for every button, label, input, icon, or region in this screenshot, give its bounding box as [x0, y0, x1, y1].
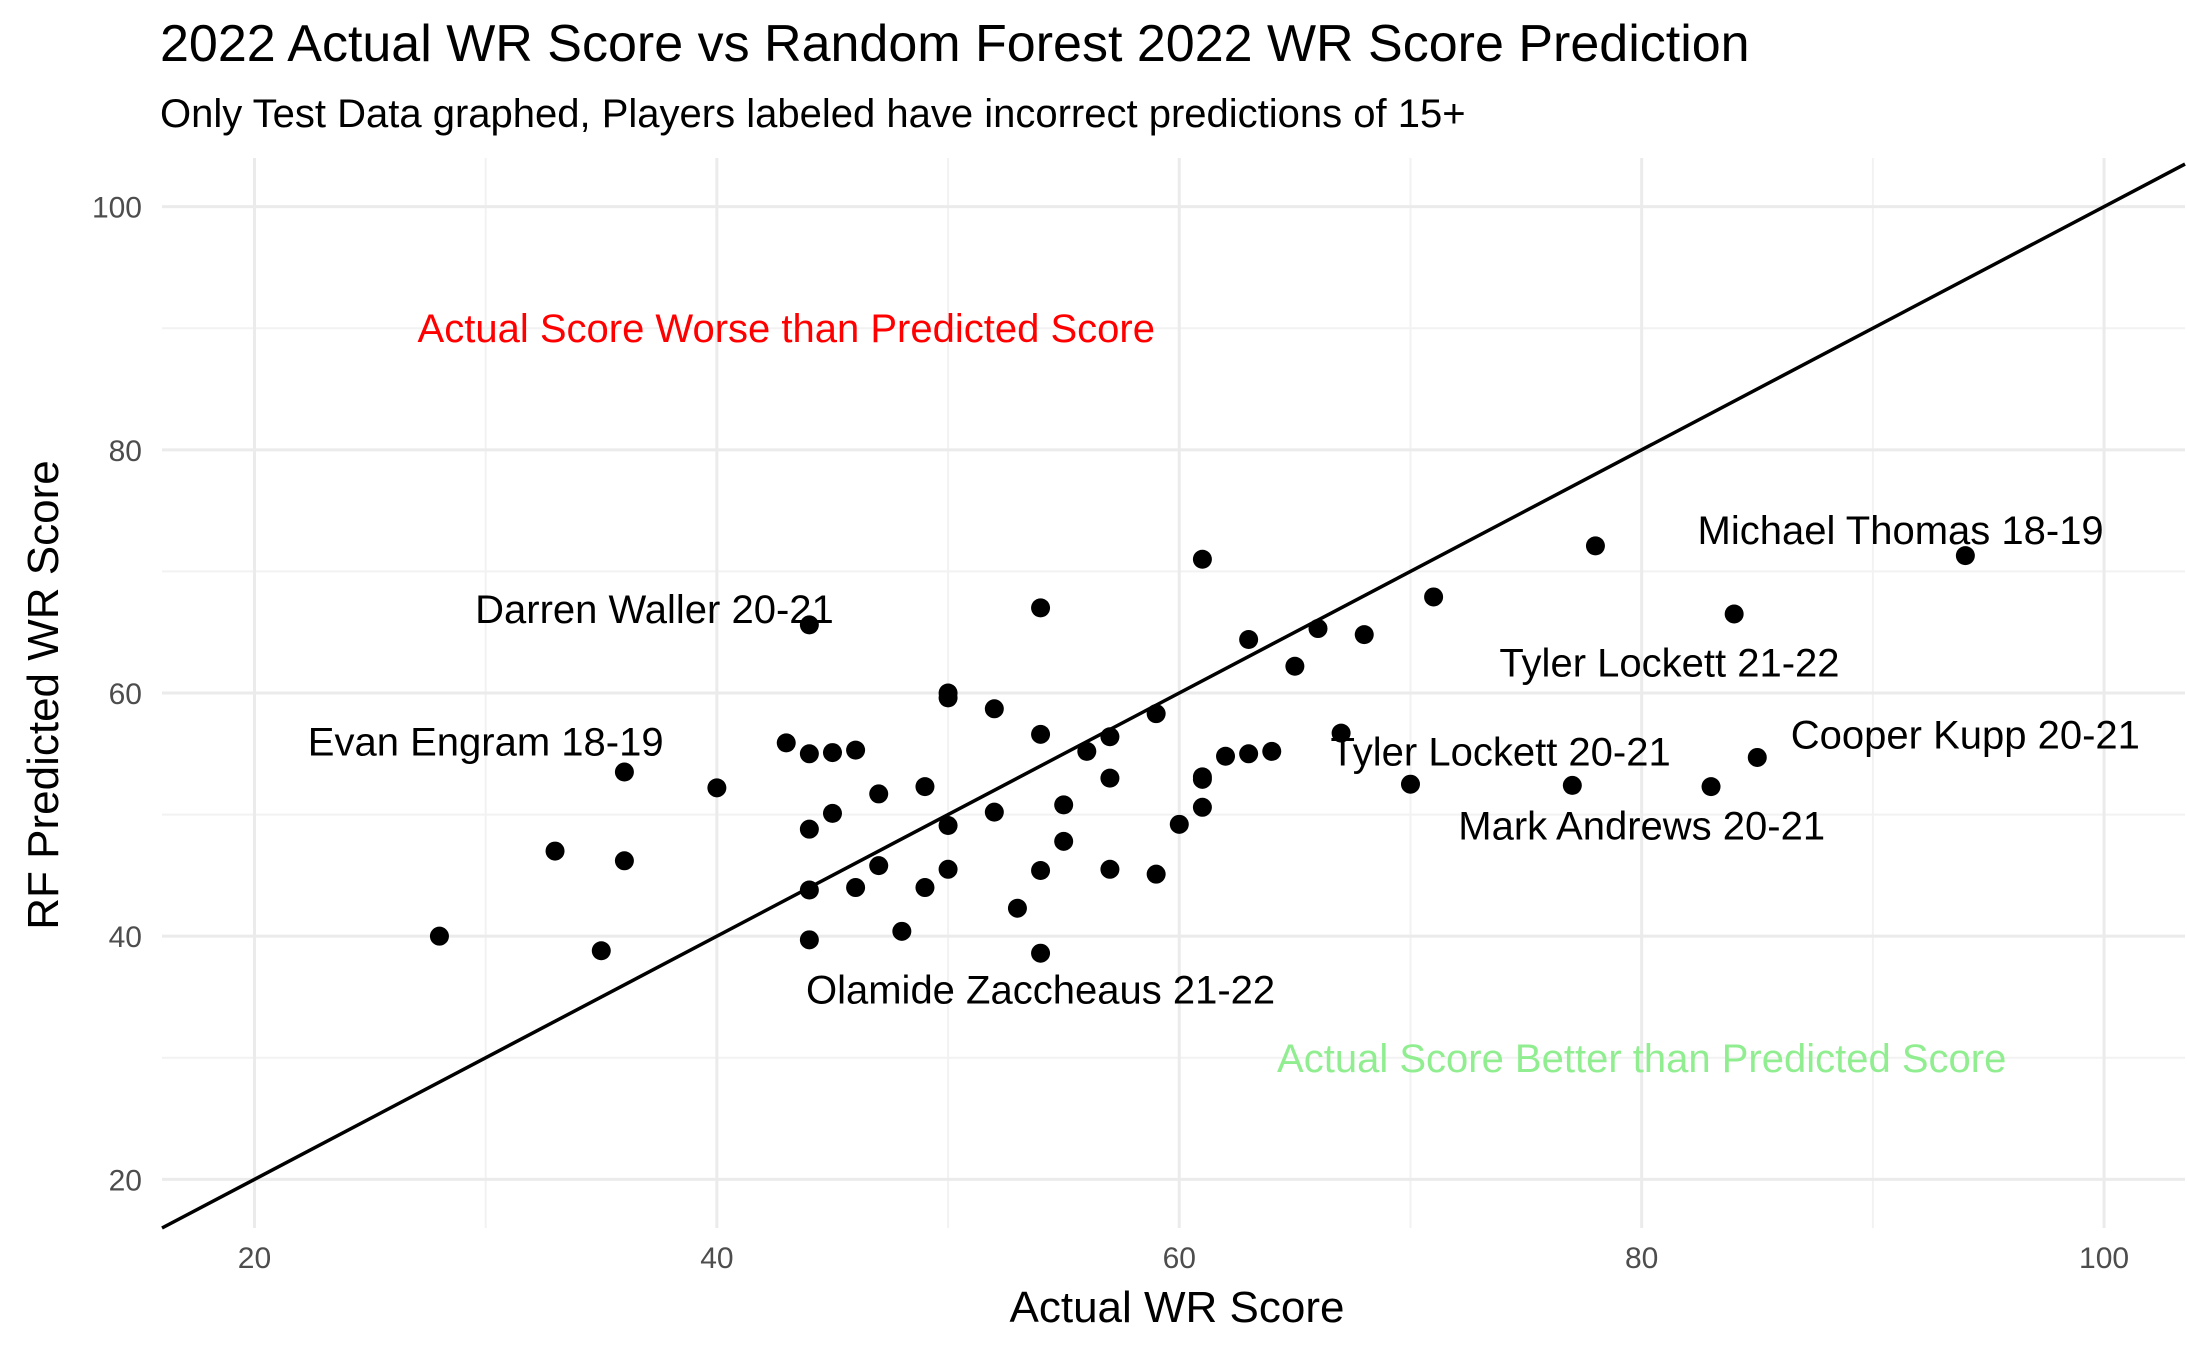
data-point	[1562, 775, 1582, 795]
reference-line	[161, 162, 2186, 1230]
y-tick-label: 100	[92, 192, 142, 225]
x-tick-label: 100	[2079, 1242, 2129, 1275]
data-point	[1100, 727, 1120, 747]
data-point	[869, 856, 889, 876]
data-point	[1146, 864, 1166, 884]
data-point	[869, 784, 889, 804]
point-labels: Michael Thomas 18-19 Tyler Lockett 21-22 D…	[308, 509, 2140, 1013]
data-points	[429, 536, 1975, 963]
data-point	[799, 819, 819, 839]
annotations: Actual Score Worse than Predicted Score A…	[418, 307, 2007, 1081]
data-point	[938, 688, 958, 708]
data-point	[892, 921, 912, 941]
point-label: Tyler Lockett 20-21	[1331, 730, 1671, 774]
data-point	[1169, 814, 1189, 834]
data-point	[1007, 898, 1027, 918]
point-label: Michael Thomas 18-19	[1698, 509, 2104, 553]
data-point	[1031, 724, 1051, 744]
data-point	[799, 880, 819, 900]
point-label: Evan Engram 18-19	[308, 721, 664, 765]
data-point	[915, 878, 935, 898]
data-point	[846, 878, 866, 898]
data-point	[1331, 723, 1351, 743]
data-point	[1100, 768, 1120, 788]
data-point	[1239, 630, 1259, 649]
point-label: Tyler Lockett 21-22	[1499, 642, 1839, 686]
data-point	[1747, 747, 1767, 767]
x-tick-label: 80	[1625, 1242, 1658, 1275]
data-point	[1701, 777, 1721, 797]
data-point	[1308, 619, 1328, 639]
y-tick-label: 40	[109, 921, 142, 954]
point-label: Darren Waller 20-21	[475, 588, 834, 632]
x-tick-label: 60	[1163, 1242, 1196, 1275]
quadrant-annotation: Actual Score Worse than Predicted Score	[418, 307, 1155, 351]
data-point	[1424, 587, 1444, 607]
y-axis-label: RF Predicted WR Score	[19, 460, 68, 929]
data-point	[1585, 536, 1605, 556]
x-tick-labels: 20 40 60 80 100	[238, 1242, 2129, 1275]
data-point	[1031, 943, 1051, 963]
data-point	[799, 744, 819, 764]
data-point	[429, 926, 449, 946]
data-point	[1054, 831, 1074, 851]
data-point	[938, 816, 958, 836]
data-point	[1216, 746, 1236, 766]
chart-title: 2022 Actual WR Score vs Random Forest 20…	[160, 15, 1750, 73]
data-point	[799, 615, 819, 635]
data-point	[707, 778, 727, 798]
y-tick-label: 20	[109, 1164, 142, 1197]
data-point	[1724, 604, 1744, 624]
data-point	[1285, 656, 1305, 676]
data-point	[1354, 625, 1374, 645]
data-point	[614, 762, 634, 782]
data-point	[984, 802, 1004, 822]
data-point	[1031, 861, 1051, 881]
x-tick-label: 20	[238, 1242, 271, 1275]
data-point	[1031, 598, 1051, 618]
data-point	[1192, 797, 1212, 817]
data-point	[1400, 774, 1420, 794]
data-point	[1054, 795, 1074, 815]
data-point	[545, 841, 565, 861]
quadrant-annotation: Actual Score Better than Predicted Score	[1277, 1037, 2006, 1081]
data-point	[1192, 769, 1212, 789]
data-point	[1100, 859, 1120, 879]
data-point	[822, 803, 842, 823]
data-point	[614, 851, 634, 871]
data-point	[984, 699, 1004, 719]
y-tick-labels: 20 40 60 80 100	[92, 192, 142, 1198]
point-label: Olamide Zaccheaus 21-22	[806, 969, 1275, 1013]
x-axis-label: Actual WR Score	[1010, 1283, 1345, 1332]
data-point	[1146, 704, 1166, 724]
data-point	[1239, 744, 1259, 764]
data-point	[776, 733, 796, 753]
data-point	[1077, 741, 1097, 761]
data-point	[591, 941, 611, 961]
data-point	[1262, 741, 1282, 761]
data-point	[799, 930, 819, 950]
y-tick-label: 60	[109, 678, 142, 711]
data-point	[1955, 546, 1975, 566]
data-point	[846, 740, 866, 760]
point-label: Cooper Kupp 20-21	[1791, 713, 2140, 757]
x-tick-label: 40	[700, 1242, 733, 1275]
y-tick-label: 80	[109, 435, 142, 468]
point-label: Mark Andrews 20-21	[1458, 805, 1825, 849]
data-point	[822, 743, 842, 763]
data-point	[1192, 549, 1212, 569]
chart-subtitle: Only Test Data graphed, Players labeled …	[160, 92, 1466, 136]
data-point	[915, 777, 935, 797]
data-point	[938, 859, 958, 879]
